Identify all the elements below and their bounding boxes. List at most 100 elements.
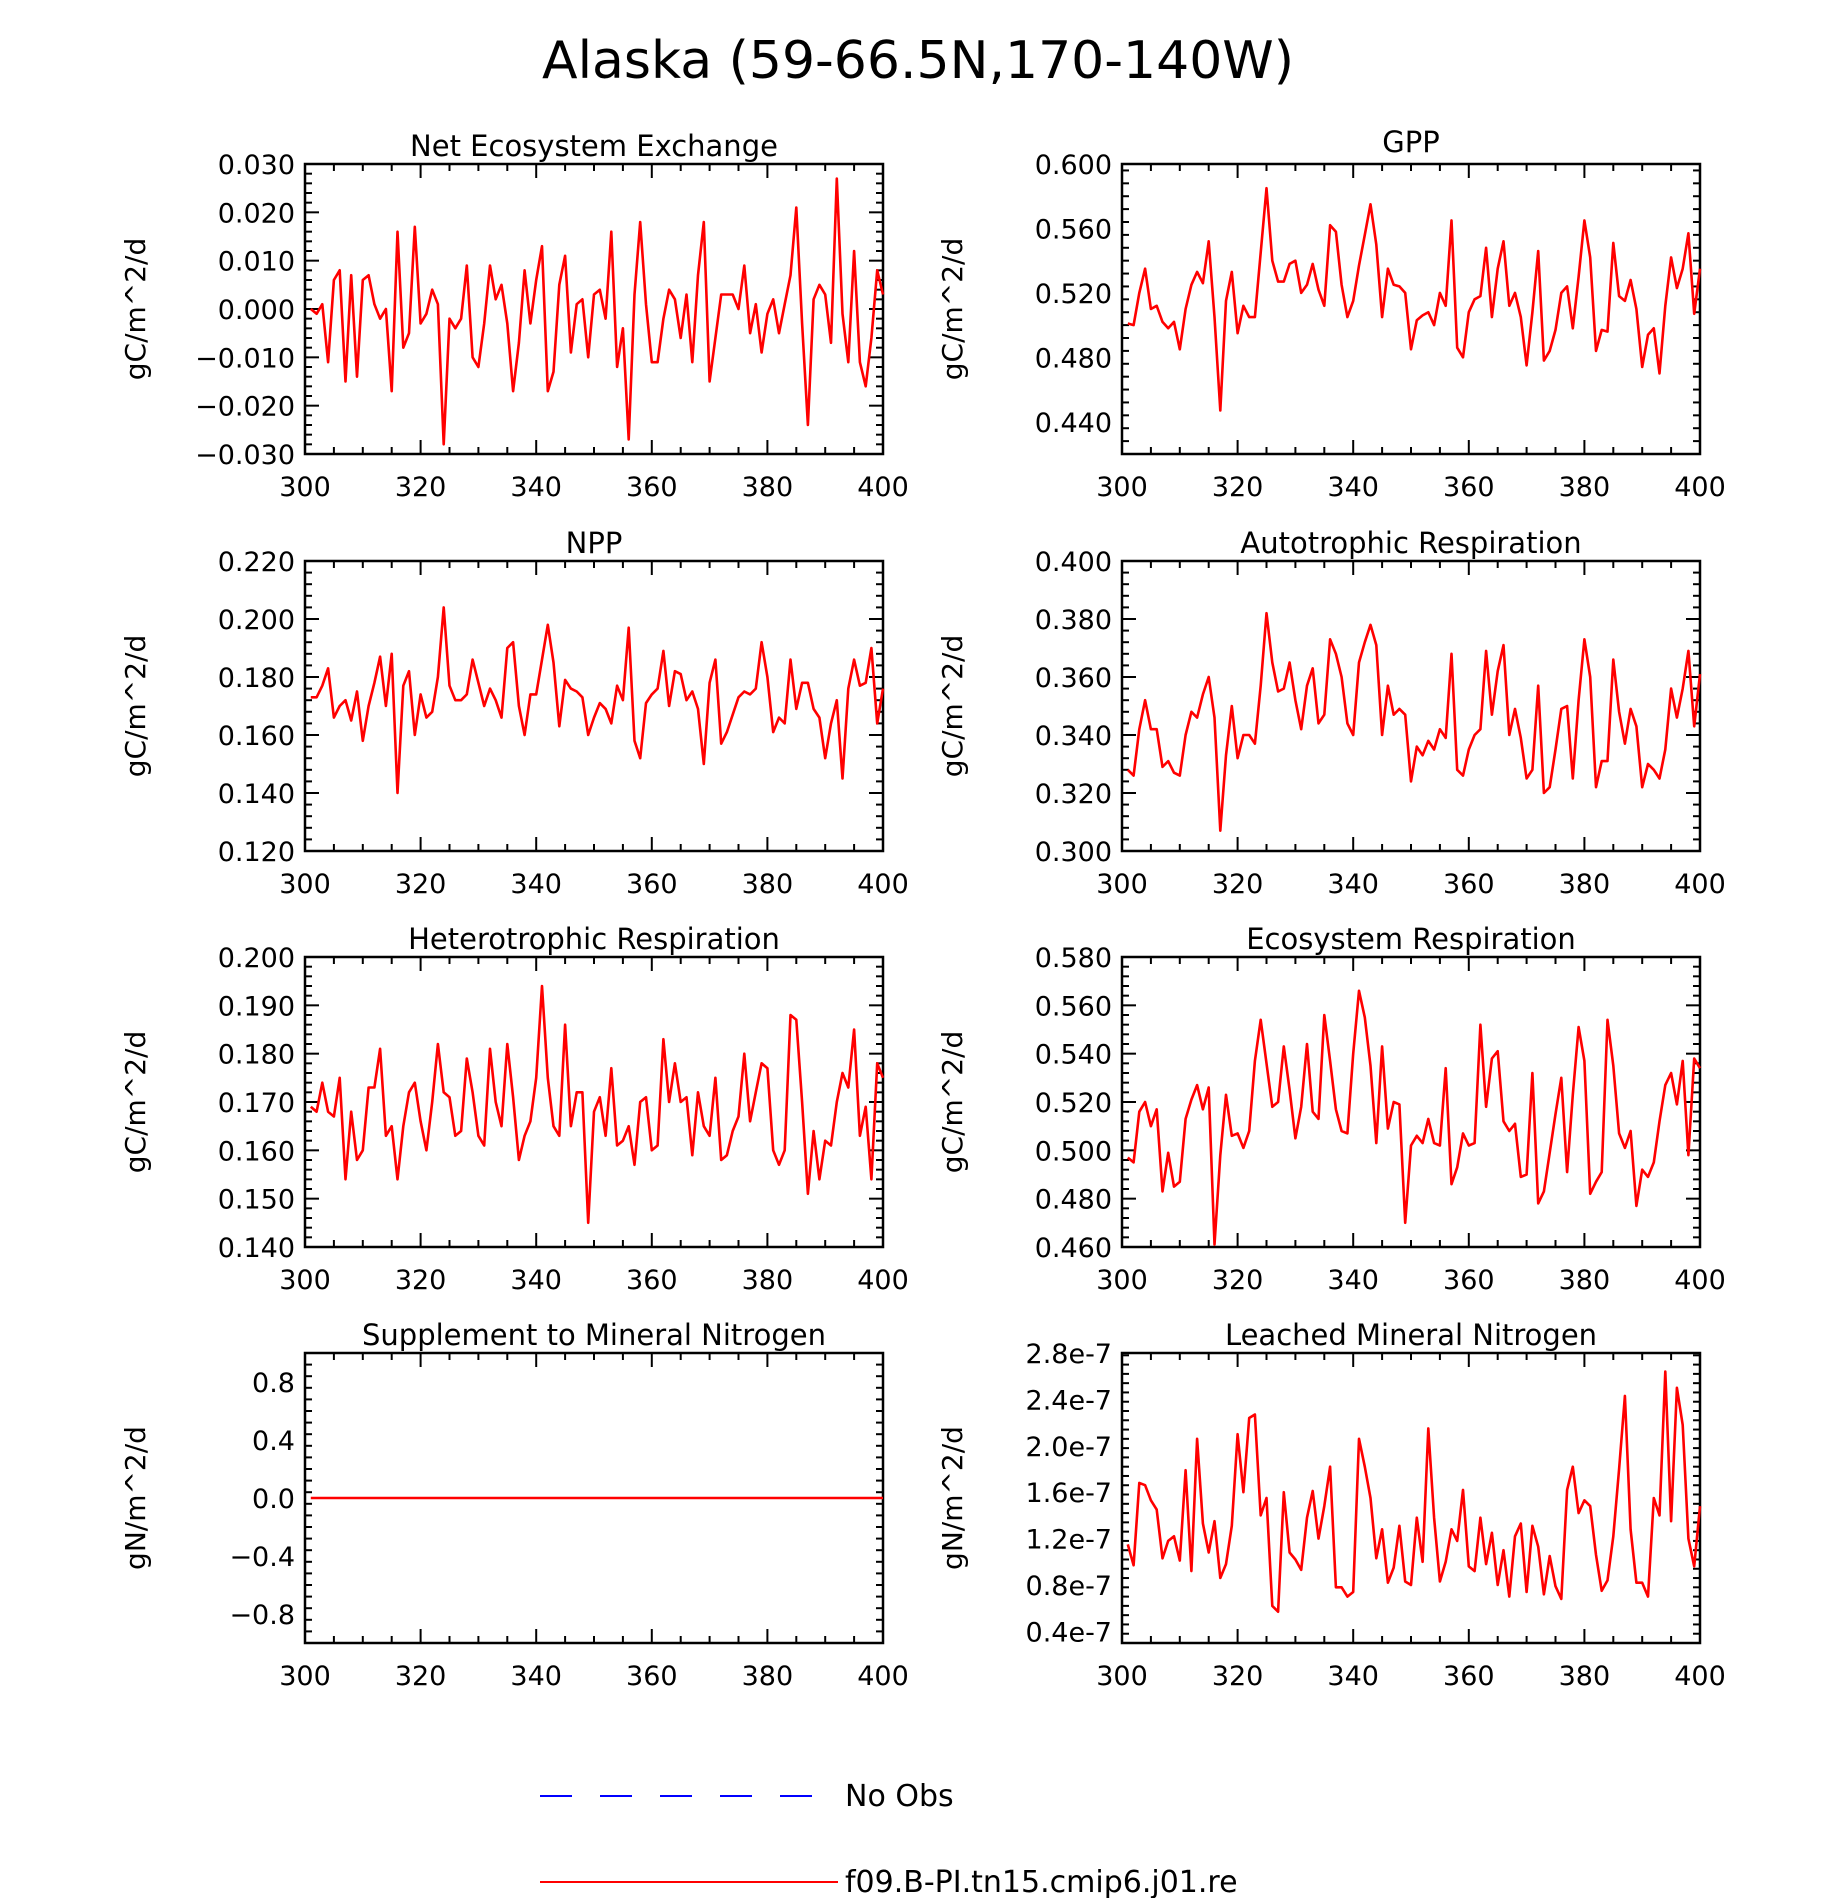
- y-tick-label: 0.020: [218, 198, 295, 229]
- x-tick-label: 340: [510, 1661, 562, 1692]
- x-tick-label: 320: [1212, 869, 1264, 900]
- y-tick-label: 0.580: [1035, 943, 1112, 974]
- chart-panel-4: 300 320 340 360 380 400 0.140 0.150 0.160 0.170 0.…: [119, 922, 909, 1296]
- x-tick-label: 380: [742, 869, 794, 900]
- x-tick-label: 360: [1443, 1265, 1495, 1296]
- chart-panel-3: 300 320 340 360 380 400 0.300 0.320 0.340 0.360 0.…: [936, 526, 1726, 900]
- x-tick-label: 400: [1674, 1265, 1726, 1296]
- series-line-0: [1126, 1370, 1702, 1613]
- x-tick-label: 380: [742, 472, 794, 503]
- x-tick-label: 300: [279, 869, 331, 900]
- y-axis-label: gC/m^2/d: [936, 1031, 969, 1174]
- series-line-0: [309, 177, 885, 446]
- y-tick-label: 0.400: [1035, 547, 1112, 578]
- x-tick-label: 320: [395, 1265, 447, 1296]
- x-tick-label: 360: [1443, 472, 1495, 503]
- y-tick-label: 0.180: [218, 663, 295, 694]
- y-axis-label: gC/m^2/d: [119, 635, 152, 778]
- x-tick-label: 360: [1443, 869, 1495, 900]
- x-tick-label: 380: [1559, 1265, 1611, 1296]
- y-axis-label: gN/m^2/d: [936, 1426, 969, 1570]
- x-tick-label: 300: [1096, 1265, 1148, 1296]
- y-tick-label: −0.8: [229, 1600, 295, 1631]
- y-tick-label: 0.380: [1035, 605, 1112, 636]
- x-tick-label: 340: [510, 869, 562, 900]
- main-title: Alaska (59-66.5N,170-140W): [542, 31, 1294, 91]
- y-tick-label: 0.4: [252, 1426, 295, 1457]
- y-tick-label: −0.030: [195, 440, 295, 471]
- y-tick-label: 0.340: [1035, 721, 1112, 752]
- x-tick-label: 300: [279, 1265, 331, 1296]
- legend-label-model: f09.B-PI.tn15.cmip6.j01.re: [845, 1865, 1238, 1898]
- chart-panel-5: 300 320 340 360 380 400 0.460 0.480 0.500 0.520 0.…: [936, 922, 1726, 1296]
- y-tick-label: −0.020: [195, 392, 295, 423]
- x-tick-label: 400: [857, 472, 909, 503]
- x-tick-label: 300: [1096, 472, 1148, 503]
- plot-frame: [1120, 1351, 1702, 1645]
- x-tick-label: 400: [857, 869, 909, 900]
- y-tick-label: −0.4: [229, 1542, 295, 1573]
- x-tick-label: 300: [279, 1661, 331, 1692]
- y-tick-label: 0.220: [218, 547, 295, 578]
- y-tick-label: −0.010: [195, 343, 295, 374]
- chart-panel-2: 300 320 340 360 380 400 0.120 0.140 0.160 0.180 0.…: [119, 526, 909, 900]
- y-tick-label: 2.0e-7: [1026, 1432, 1112, 1463]
- plot-frame: [303, 955, 885, 1249]
- y-tick-label: 0.4e-7: [1026, 1617, 1112, 1648]
- y-tick-label: 0.600: [1035, 150, 1112, 181]
- chart-panel-0: 300 320 340 360 380 400 −0.030 −0.020 −0.010 0.00…: [119, 129, 909, 503]
- x-tick-label: 340: [510, 1265, 562, 1296]
- y-tick-label: 0.0: [252, 1484, 295, 1515]
- x-tick-label: 400: [857, 1661, 909, 1692]
- panel-title: GPP: [1382, 125, 1439, 159]
- y-tick-label: 0.200: [218, 605, 295, 636]
- y-tick-label: 0.300: [1035, 837, 1112, 868]
- x-tick-label: 380: [1559, 869, 1611, 900]
- x-tick-label: 320: [1212, 1661, 1264, 1692]
- y-axis-label: gC/m^2/d: [119, 1031, 152, 1174]
- y-tick-label: 1.6e-7: [1026, 1478, 1112, 1509]
- x-tick-label: 340: [1327, 869, 1379, 900]
- series-line-0: [310, 606, 885, 795]
- panel-title: Autotrophic Respiration: [1240, 526, 1581, 560]
- x-tick-label: 320: [395, 472, 447, 503]
- panel-title: Leached Mineral Nitrogen: [1225, 1318, 1597, 1352]
- y-tick-label: 0.150: [218, 1185, 295, 1216]
- y-axis-label: gC/m^2/d: [936, 635, 969, 778]
- y-tick-label: 0.460: [1035, 1233, 1112, 1264]
- legend: No Obs f09.B-PI.tn15.cmip6.j01.re: [540, 1779, 1238, 1900]
- y-tick-label: 0.180: [218, 1040, 295, 1071]
- x-tick-label: 320: [1212, 1265, 1264, 1296]
- y-tick-label: 0.010: [218, 247, 295, 278]
- y-tick-label: 0.030: [218, 150, 295, 181]
- x-tick-label: 340: [1327, 1661, 1379, 1692]
- x-tick-label: 300: [1096, 1661, 1148, 1692]
- x-tick-label: 400: [1674, 472, 1726, 503]
- series-line-0: [1126, 989, 1702, 1246]
- x-tick-label: 380: [1559, 472, 1611, 503]
- panel-title: Supplement to Mineral Nitrogen: [362, 1318, 826, 1352]
- x-tick-label: 340: [1327, 472, 1379, 503]
- y-tick-label: 0.500: [1035, 1136, 1112, 1167]
- y-tick-label: 0.440: [1035, 408, 1112, 439]
- y-tick-label: 0.560: [1035, 991, 1112, 1022]
- y-tick-label: 2.4e-7: [1026, 1385, 1112, 1416]
- y-tick-label: 0.520: [1035, 1088, 1112, 1119]
- y-tick-label: 0.000: [218, 295, 295, 326]
- y-tick-label: 0.140: [218, 779, 295, 810]
- y-tick-label: 0.170: [218, 1088, 295, 1119]
- legend-label-no-obs: No Obs: [845, 1779, 954, 1814]
- y-tick-label: 2.8e-7: [1026, 1339, 1112, 1370]
- x-tick-label: 380: [1559, 1661, 1611, 1692]
- chart-panel-7: 300 320 340 360 380 400 0.4e-7 0.8e-7 1.2e-7 1.6e…: [936, 1318, 1726, 1692]
- x-tick-label: 380: [742, 1661, 794, 1692]
- series-line-0: [1127, 186, 1702, 412]
- chart-panel-6: 300 320 340 360 380 400 −0.8 −0.4 0.0 0.4 0.8 gN/m^…: [119, 1318, 909, 1692]
- y-tick-label: 0.160: [218, 1136, 295, 1167]
- x-tick-label: 300: [1096, 869, 1148, 900]
- y-tick-label: 0.520: [1035, 279, 1112, 310]
- x-tick-label: 360: [626, 1661, 678, 1692]
- x-tick-label: 340: [510, 472, 562, 503]
